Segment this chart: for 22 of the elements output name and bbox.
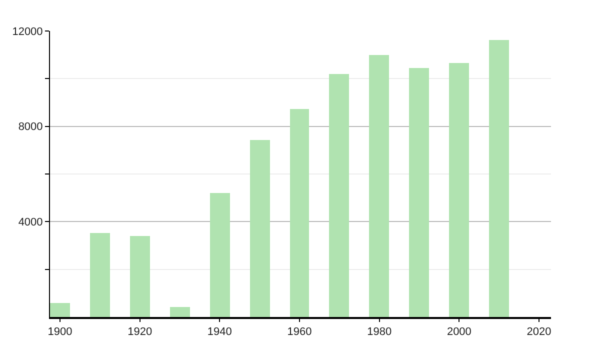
x-tick-label: 1920	[128, 326, 152, 338]
bar	[250, 140, 270, 317]
x-tick-label: 1960	[287, 326, 312, 338]
x-tick-label: 1980	[367, 326, 392, 338]
bar	[449, 63, 469, 317]
x-tick-label: 1940	[207, 326, 232, 338]
bar	[170, 307, 190, 317]
bar	[290, 109, 309, 317]
x-tick-label: 2020	[526, 326, 552, 338]
bar	[329, 74, 349, 317]
bar	[409, 68, 429, 317]
bar	[210, 193, 230, 317]
y-tick-label: 12000	[12, 26, 43, 38]
bar	[130, 236, 150, 317]
y-tick-label: 4000	[18, 216, 43, 229]
bar	[50, 303, 70, 317]
bar	[369, 55, 389, 317]
x-tick-label: 1900	[48, 326, 72, 338]
bar	[489, 40, 509, 317]
x-tick-label: 2000	[446, 326, 472, 338]
y-tick-label: 8000	[18, 121, 43, 134]
bar	[90, 233, 110, 317]
